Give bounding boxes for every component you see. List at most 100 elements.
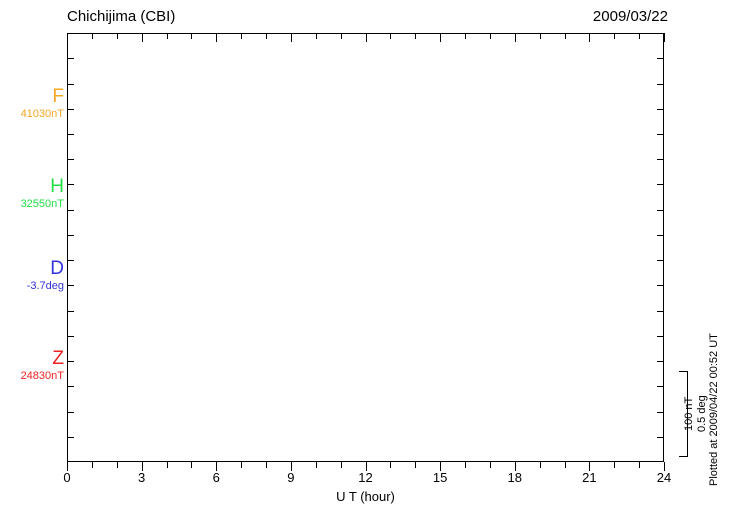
- y-tick-left-10: [67, 285, 74, 287]
- x-tick-bottom-22: [614, 462, 616, 468]
- component-label-h: H 32550nT: [21, 177, 64, 211]
- x-tick-top-14: [415, 33, 417, 39]
- y-tick-left-14: [67, 386, 74, 388]
- y-tick-right-10: [657, 285, 664, 287]
- x-tick-top-15: [440, 33, 442, 42]
- x-tick-top-6: [216, 33, 218, 42]
- x-tick-label-9: 9: [287, 470, 295, 485]
- x-tick-top-3: [141, 33, 143, 42]
- component-label-d: D -3.7deg: [27, 259, 64, 293]
- x-tick-top-21: [589, 33, 591, 42]
- x-tick-top-12: [365, 33, 367, 42]
- y-tick-right-12: [657, 335, 664, 337]
- x-tick-bottom-14: [415, 462, 417, 468]
- y-tick-right-13: [657, 361, 664, 363]
- plot-frame: [67, 33, 664, 462]
- component-letter-h: H: [50, 176, 64, 197]
- x-tick-top-9: [290, 33, 292, 42]
- x-tick-top-19: [539, 33, 541, 39]
- x-tick-bottom-15: [440, 462, 442, 471]
- x-tick-bottom-4: [166, 462, 168, 468]
- x-tick-top-16: [465, 33, 466, 39]
- y-tick-right-1: [657, 58, 664, 60]
- component-letter-f: F: [52, 86, 64, 107]
- x-tick-label-24: 24: [656, 470, 672, 485]
- x-tick-bottom-5: [191, 462, 193, 468]
- x-tick-top-1: [91, 33, 93, 39]
- x-tick-label-12: 12: [358, 470, 373, 485]
- x-tick-bottom-8: [266, 462, 267, 468]
- y-tick-right-4: [657, 133, 664, 135]
- component-value-h: 32550nT: [20, 198, 64, 210]
- y-tick-left-15: [67, 411, 74, 413]
- x-tick-top-23: [639, 33, 641, 39]
- x-tick-bottom-24: [664, 462, 665, 471]
- station-title: Chichijima (CBI): [67, 8, 176, 25]
- y-tick-left-6: [67, 184, 74, 186]
- x-tick-top-24: [664, 33, 665, 42]
- x-tick-bottom-6: [216, 462, 218, 471]
- x-tick-top-10: [315, 33, 317, 39]
- y-tick-left-1: [67, 58, 74, 60]
- x-tick-top-7: [241, 33, 243, 39]
- y-tick-right-5: [657, 159, 664, 161]
- x-tick-bottom-2: [116, 462, 118, 468]
- x-tick-top-22: [614, 33, 616, 39]
- y-tick-left-12: [67, 335, 74, 337]
- y-tick-left-8: [67, 234, 74, 236]
- x-tick-bottom-12: [365, 462, 367, 471]
- plotted-at-label: Plotted at 2009/04/22 00:52 UT: [708, 333, 720, 487]
- x-tick-bottom-11: [340, 462, 342, 468]
- x-tick-top-4: [166, 33, 168, 39]
- y-tick-right-15: [657, 411, 664, 413]
- x-tick-bottom-0: [67, 462, 68, 471]
- x-tick-label-18: 18: [507, 470, 522, 485]
- component-value-f: 41030nT: [20, 108, 64, 120]
- y-tick-right-9: [657, 260, 664, 262]
- y-tick-left-9: [67, 260, 74, 262]
- x-tick-top-17: [489, 33, 491, 39]
- component-value-d: -3.7deg: [26, 280, 64, 292]
- x-tick-bottom-23: [639, 462, 641, 468]
- component-label-z: Z 24830nT: [21, 349, 64, 383]
- x-tick-bottom-21: [589, 462, 591, 471]
- y-tick-right-7: [657, 209, 664, 211]
- x-tick-label-15: 15: [432, 470, 448, 485]
- x-tick-bottom-13: [390, 462, 392, 468]
- y-tick-left-2: [67, 83, 74, 85]
- x-tick-bottom-19: [539, 462, 541, 468]
- y-tick-left-5: [67, 159, 74, 161]
- y-tick-left-13: [67, 361, 74, 363]
- x-tick-bottom-20: [564, 462, 566, 468]
- x-tick-label-21: 21: [582, 470, 597, 485]
- x-tick-top-5: [191, 33, 193, 39]
- x-tick-bottom-18: [514, 462, 516, 471]
- x-tick-top-11: [340, 33, 342, 39]
- x-tick-bottom-3: [141, 462, 143, 471]
- x-tick-bottom-1: [91, 462, 93, 468]
- x-tick-top-8: [266, 33, 267, 39]
- component-letter-z: Z: [52, 348, 64, 369]
- x-tick-top-20: [564, 33, 566, 39]
- x-tick-label-0: 0: [63, 470, 71, 485]
- x-tick-label-6: 6: [212, 470, 220, 485]
- component-value-z: 24830nT: [20, 370, 64, 382]
- x-tick-top-18: [514, 33, 516, 42]
- y-tick-right-11: [657, 310, 664, 312]
- y-tick-right-2: [657, 83, 664, 85]
- y-tick-left-4: [67, 133, 74, 135]
- x-tick-bottom-7: [241, 462, 243, 468]
- x-tick-bottom-9: [290, 462, 292, 471]
- y-tick-right-16: [657, 436, 664, 438]
- y-tick-right-6: [657, 184, 664, 186]
- y-tick-right-14: [657, 386, 664, 388]
- x-axis-title: U T (hour): [336, 489, 395, 504]
- y-tick-left-7: [67, 209, 74, 211]
- x-tick-label-3: 3: [138, 470, 146, 485]
- observation-date: 2009/03/22: [592, 8, 668, 25]
- x-tick-bottom-17: [489, 462, 491, 468]
- scale-bar-label: 100 nT 0.5 deg: [683, 395, 708, 433]
- y-tick-right-3: [657, 108, 664, 110]
- scale-bar: [679, 371, 688, 457]
